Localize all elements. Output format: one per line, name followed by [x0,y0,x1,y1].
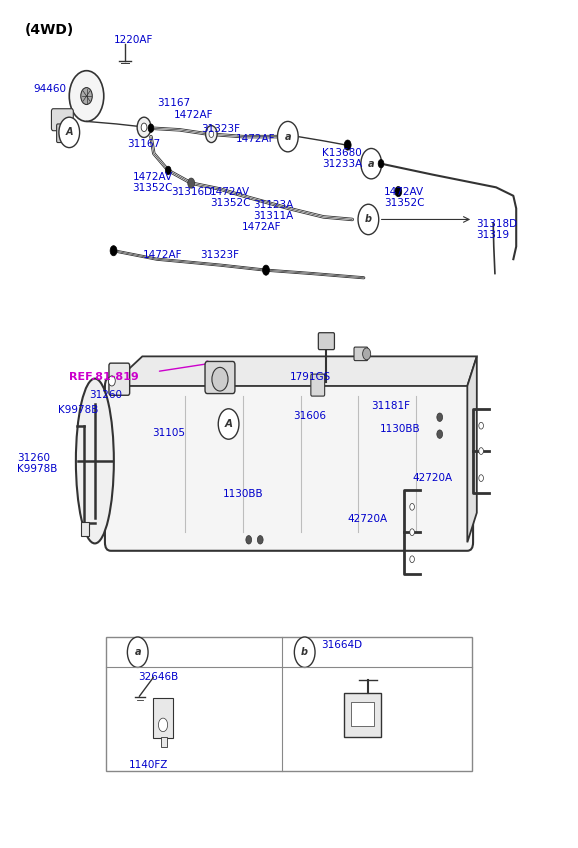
FancyBboxPatch shape [81,522,89,536]
Text: K9978B: K9978B [58,404,98,415]
Circle shape [294,637,315,667]
Circle shape [81,87,92,104]
Ellipse shape [76,378,114,544]
Text: 1472AF: 1472AF [142,250,182,259]
FancyBboxPatch shape [205,361,235,393]
Circle shape [59,117,80,148]
Text: 1472AF: 1472AF [242,222,281,232]
Circle shape [257,536,263,544]
Circle shape [148,124,154,132]
FancyBboxPatch shape [318,332,335,349]
Circle shape [188,178,195,188]
Circle shape [206,126,217,142]
Circle shape [209,131,214,137]
Polygon shape [110,356,477,386]
Text: 31316D: 31316D [171,187,212,198]
Circle shape [344,140,351,150]
Circle shape [361,148,381,179]
Circle shape [246,536,251,544]
Circle shape [158,718,168,732]
Text: 1472AF: 1472AF [173,110,213,120]
FancyBboxPatch shape [344,693,381,737]
Circle shape [212,367,228,391]
Text: 31352C: 31352C [384,198,424,209]
Text: 1472AF: 1472AF [236,134,276,144]
Text: 31352C: 31352C [210,198,251,209]
FancyBboxPatch shape [153,698,173,739]
Text: a: a [135,647,141,657]
Text: b: b [365,215,372,225]
Circle shape [410,555,414,562]
Circle shape [410,504,414,510]
Text: 1130BB: 1130BB [380,424,421,434]
Text: 31123A: 31123A [253,200,294,210]
Text: 31167: 31167 [157,98,190,108]
Circle shape [109,376,115,386]
Text: 42720A: 42720A [348,515,388,524]
Text: 31167: 31167 [127,139,160,149]
FancyBboxPatch shape [354,347,368,360]
Text: A: A [225,419,232,429]
FancyBboxPatch shape [57,124,71,142]
Circle shape [479,422,483,429]
Circle shape [262,265,269,276]
Circle shape [110,246,117,256]
Text: 31323F: 31323F [202,124,240,134]
Circle shape [479,475,483,482]
Circle shape [437,430,443,438]
FancyBboxPatch shape [51,109,73,131]
Text: 1130BB: 1130BB [223,489,264,499]
Text: 1220AF: 1220AF [113,36,153,45]
Circle shape [127,637,148,667]
Text: 31319: 31319 [476,230,510,240]
Polygon shape [468,356,477,543]
Circle shape [218,409,239,439]
Text: 31318D: 31318D [476,219,518,229]
FancyBboxPatch shape [105,377,473,551]
Text: 32646B: 32646B [138,672,178,683]
FancyBboxPatch shape [161,737,167,747]
Text: K9978B: K9978B [17,464,58,474]
Text: (4WD): (4WD) [24,23,73,36]
Text: 1472AV: 1472AV [132,172,173,182]
Text: A: A [65,127,73,137]
Text: 31233A: 31233A [322,159,362,169]
Circle shape [378,159,384,168]
Circle shape [277,121,298,152]
Circle shape [395,187,402,197]
Circle shape [358,204,379,235]
FancyBboxPatch shape [109,363,129,395]
Text: a: a [368,159,375,169]
Text: 31181F: 31181F [370,401,410,411]
Text: 31260: 31260 [17,453,50,463]
Circle shape [410,529,414,536]
Circle shape [437,413,443,421]
Text: 42720A: 42720A [413,473,453,483]
Text: 31664D: 31664D [321,640,362,650]
Circle shape [137,117,151,137]
Text: 1472AV: 1472AV [210,187,250,198]
Text: 1791GS: 1791GS [290,371,331,382]
Text: K13680: K13680 [322,148,361,158]
Text: b: b [301,647,308,657]
Text: a: a [284,131,291,142]
Text: 1140FZ: 1140FZ [129,761,168,770]
Circle shape [479,448,483,455]
Text: 31311A: 31311A [253,211,294,221]
FancyBboxPatch shape [351,702,374,726]
FancyBboxPatch shape [106,637,472,771]
Text: 31105: 31105 [152,428,185,438]
Text: 31352C: 31352C [132,183,173,193]
Circle shape [362,348,370,360]
Text: 94460: 94460 [33,84,66,94]
FancyBboxPatch shape [311,374,325,396]
Circle shape [165,166,171,175]
Text: 31260: 31260 [89,390,122,400]
Circle shape [141,123,147,131]
Text: 31606: 31606 [294,411,327,421]
Text: 1472AV: 1472AV [384,187,424,198]
Circle shape [69,70,104,121]
Text: 31323F: 31323F [200,250,239,259]
Text: REF.81-819: REF.81-819 [69,371,139,382]
